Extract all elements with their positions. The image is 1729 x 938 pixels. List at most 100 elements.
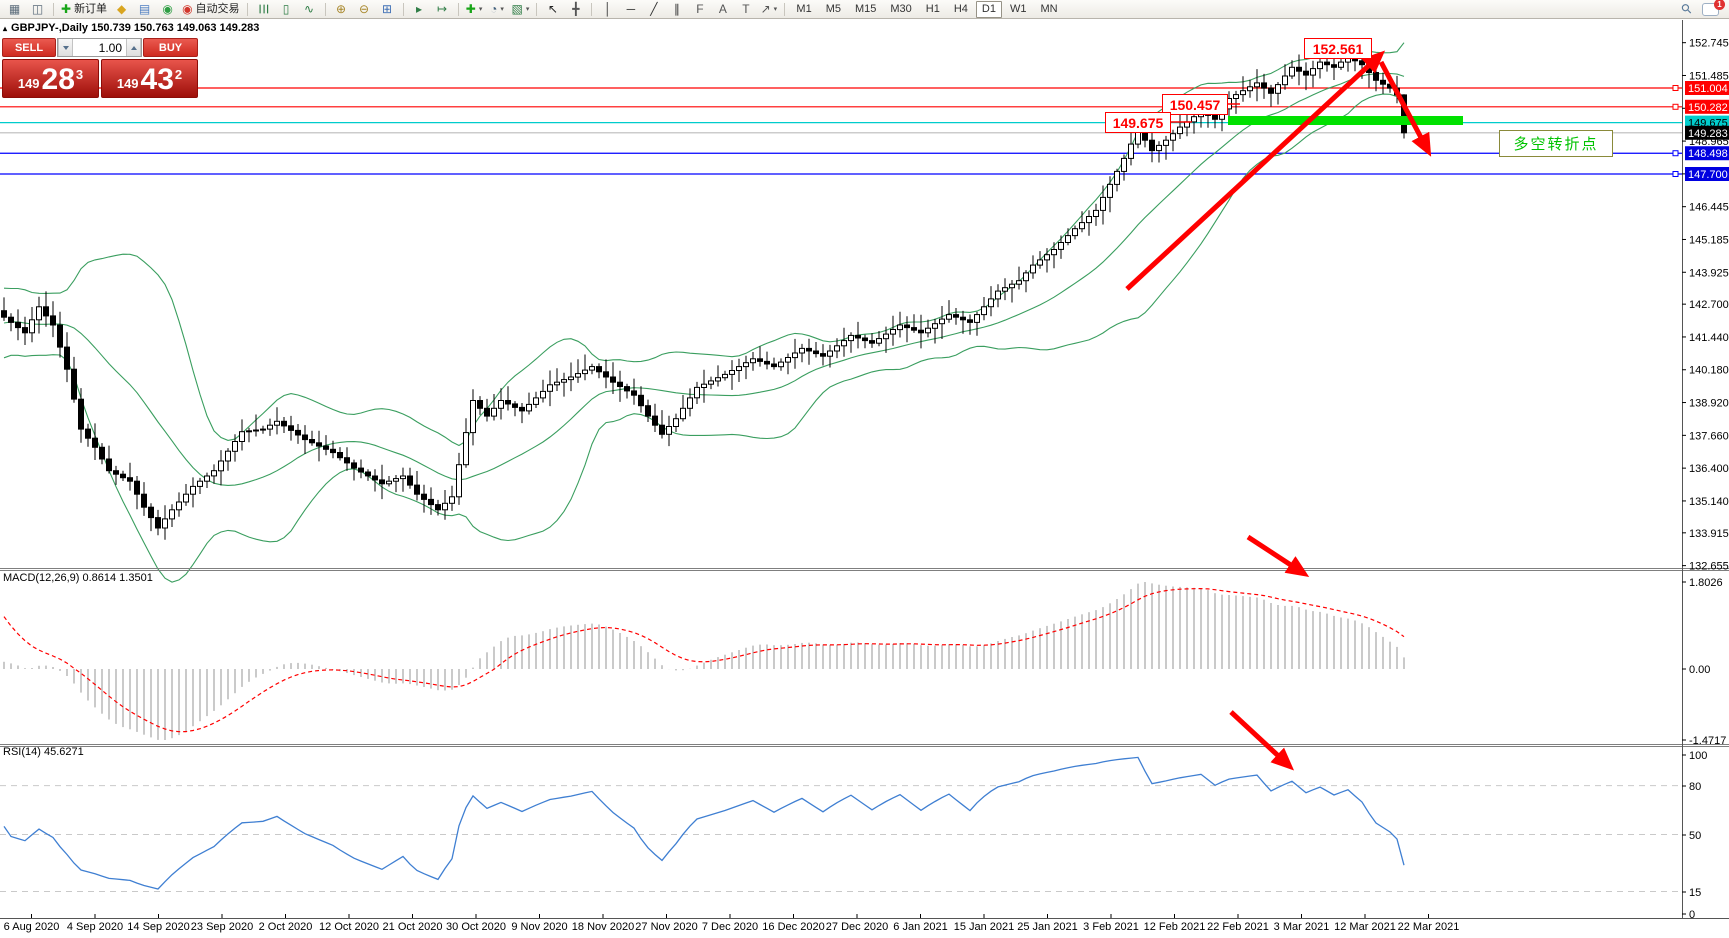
candle-body (575, 373, 581, 378)
level-end-marker (1672, 150, 1679, 157)
candle-body (1380, 79, 1386, 85)
periods-icon[interactable]: ◔ ▾ (487, 1, 508, 18)
text-icon[interactable]: A (712, 1, 733, 18)
sell-price-big: 28 (41, 63, 75, 96)
candle-body (260, 428, 266, 431)
search-icon[interactable]: ⚲ (1678, 0, 1696, 18)
news-icon[interactable]: ◉ (157, 1, 178, 18)
turning-point-note[interactable]: 多空转折点 (1499, 130, 1613, 157)
candle-body (85, 428, 91, 439)
templates-icon[interactable]: ▧ ▾ (510, 1, 532, 18)
metaquotes-icon[interactable]: ◆ (111, 1, 132, 18)
support-zone-bar[interactable] (1228, 116, 1463, 125)
candle-body (22, 327, 28, 334)
candle-body (1079, 222, 1085, 230)
indicators-icon[interactable]: ✚ ▾ (464, 1, 485, 18)
bar-chart-icon[interactable]: ☰ (253, 1, 274, 18)
horizontal-line-icon[interactable]: ─ (620, 1, 641, 18)
candle-body (1268, 87, 1274, 94)
buy-price-tile[interactable]: 149 43 2 (101, 59, 198, 98)
sell-price-tile[interactable]: 149 28 3 (2, 59, 99, 98)
buy-button[interactable]: BUY (143, 38, 198, 57)
candle-body (533, 397, 539, 405)
candle-body (1037, 259, 1043, 266)
candle-body (1058, 242, 1064, 250)
price-annotation-label[interactable]: 150.457 (1162, 94, 1228, 115)
new-order-button[interactable]: ✚ 新订单 (59, 1, 109, 18)
text-label-icon[interactable]: T (735, 1, 756, 18)
equidistant-channel-icon: ∥ (673, 2, 680, 16)
trend-arrow[interactable] (1378, 60, 1432, 157)
volume-input[interactable] (73, 39, 126, 56)
candle-body (141, 493, 147, 508)
cursor-icon[interactable]: ↖ (542, 1, 563, 18)
zoom-out-icon[interactable]: ⊖ (354, 1, 375, 18)
fibonacci-icon: F (696, 2, 704, 16)
vertical-line-icon[interactable]: │ (597, 1, 618, 18)
candle-body (239, 431, 245, 443)
indicator-tick-label: 0 (1689, 909, 1695, 921)
price-tick-label: 138.920 (1689, 398, 1729, 410)
timeframe-w1[interactable]: W1 (1009, 3, 1027, 15)
candle-body (659, 424, 665, 435)
autotrading-button[interactable]: ◉ 自动交易 (180, 1, 241, 18)
tile-windows-icon[interactable]: ⊞ (377, 1, 398, 18)
candle-body (1086, 216, 1092, 224)
chat-icon[interactable]: 1 (1702, 0, 1725, 16)
toolbar-separator (591, 2, 593, 16)
volume-decrease-button[interactable] (58, 39, 73, 56)
trend-arrow[interactable] (1229, 710, 1295, 771)
candle-body (855, 334, 861, 339)
timeframe-m5[interactable]: M5 (825, 3, 841, 15)
candle-body (897, 324, 903, 331)
candle-body (379, 479, 385, 485)
timeframe-m30[interactable]: M30 (890, 3, 912, 15)
auto-scroll-icon: ▸ (416, 2, 423, 16)
trend-arrow[interactable] (1125, 50, 1386, 291)
chart-shift-icon[interactable]: ↦ (432, 1, 453, 18)
price-tick-label: 132.655 (1689, 561, 1729, 573)
price-annotation-label[interactable]: 152.561 (1304, 38, 1372, 59)
candle-body (1177, 126, 1183, 135)
crosshair-icon[interactable]: ╋ (565, 1, 586, 18)
timeframe-h4[interactable]: H4 (953, 3, 968, 15)
trend-arrow[interactable] (1246, 534, 1310, 578)
candle-body (295, 429, 301, 436)
collapse-icon[interactable]: ▴ (3, 23, 8, 33)
chevron-down-icon: ▾ (500, 5, 504, 13)
equidistant-channel-icon[interactable]: ∥ (666, 1, 687, 18)
candle-body (463, 432, 469, 466)
line-chart-icon[interactable]: ∿ (299, 1, 320, 18)
new-chart-icon[interactable]: ▦ (4, 1, 25, 18)
timeframe-d1[interactable]: D1 (975, 0, 1002, 18)
candle-body (673, 418, 679, 428)
price-tick-label: 133.915 (1689, 528, 1729, 540)
timeframe-m1[interactable]: M1 (796, 3, 812, 15)
auto-scroll-icon[interactable]: ▸ (409, 1, 430, 18)
timeframe-h1[interactable]: H1 (925, 3, 940, 15)
new-chart-icon: ▦ (8, 2, 21, 16)
chevron-down-icon: ▾ (773, 5, 778, 13)
price-annotation-label[interactable]: 149.675 (1105, 112, 1171, 133)
date-axis-label: 15 Jan 2021 (953, 921, 1015, 933)
candle-body (477, 400, 483, 409)
fibonacci-icon[interactable]: F (689, 1, 710, 18)
candlestick-chart-icon[interactable]: ▯ (276, 1, 297, 18)
trendline-icon: ╱ (650, 2, 658, 16)
candle-body (225, 450, 231, 462)
crosshair-icon: ╋ (572, 2, 580, 16)
profiles-icon[interactable]: ◫ (27, 1, 48, 18)
timeframe-mn[interactable]: MN (1040, 3, 1058, 15)
zoom-out-icon: ⊖ (359, 2, 370, 16)
sell-button[interactable]: SELL (2, 38, 56, 57)
zoom-in-icon[interactable]: ⊕ (331, 1, 352, 18)
candle-body (554, 381, 560, 386)
trendline-icon[interactable]: ╱ (643, 1, 664, 18)
terminal-icon[interactable]: ▤ (134, 1, 155, 18)
candle-body (736, 366, 742, 372)
volume-increase-button[interactable] (126, 39, 141, 56)
timeframe-m15[interactable]: M15 (854, 3, 877, 15)
candle-body (155, 517, 161, 529)
arrows-icon[interactable]: ↗ ▾ (758, 1, 779, 18)
